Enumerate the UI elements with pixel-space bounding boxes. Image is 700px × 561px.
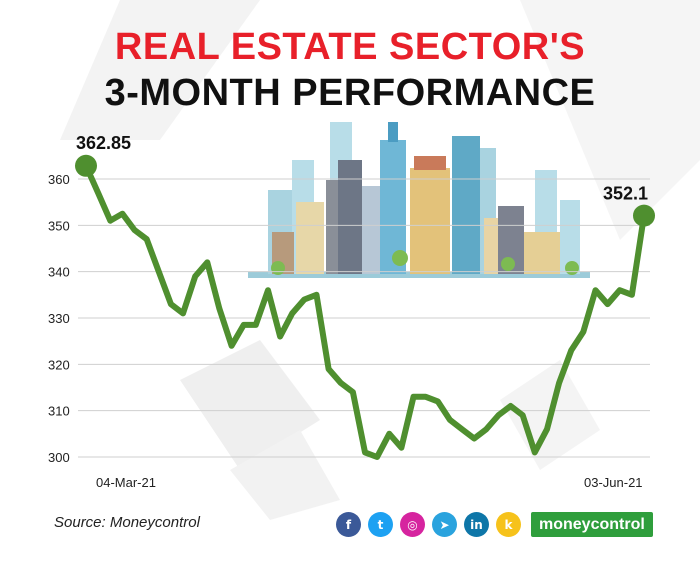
y-tick-label: 320 <box>48 357 70 372</box>
source-note: Source: Moneycontrol <box>54 514 200 531</box>
y-tick-label: 350 <box>48 218 70 233</box>
y-tick-label: 310 <box>48 404 70 419</box>
title-line-2: 3-MONTH PERFORMANCE <box>104 72 596 114</box>
moneycontrol-logo[interactable]: moneycontrol <box>531 512 653 537</box>
x-tick-label-start: 04-Mar-21 <box>96 475 156 490</box>
end-value-label: 352.1 <box>603 184 648 204</box>
series-line <box>83 162 647 460</box>
koo-icon[interactable]: k <box>496 512 521 537</box>
y-tick-label: 300 <box>48 450 70 465</box>
y-tick-label: 360 <box>48 172 70 187</box>
start-point <box>75 154 97 177</box>
city-skyline-illustration <box>248 122 590 278</box>
telegram-icon[interactable]: ➤ <box>432 512 457 537</box>
end-point <box>633 204 655 227</box>
x-tick-label-end: 03-Jun-21 <box>584 475 643 490</box>
facebook-icon[interactable]: f <box>336 512 361 537</box>
title-line-1: REAL ESTATE SECTOR'S <box>114 26 586 68</box>
instagram-icon[interactable]: ◎ <box>400 512 425 537</box>
start-value-label: 362.85 <box>76 133 131 153</box>
y-tick-label: 330 <box>48 311 70 326</box>
y-tick-label: 340 <box>48 265 70 280</box>
twitter-icon[interactable]: t <box>368 512 393 537</box>
linkedin-icon[interactable]: in <box>464 512 489 537</box>
social-links: f t ◎ ➤ in k <box>336 512 521 537</box>
